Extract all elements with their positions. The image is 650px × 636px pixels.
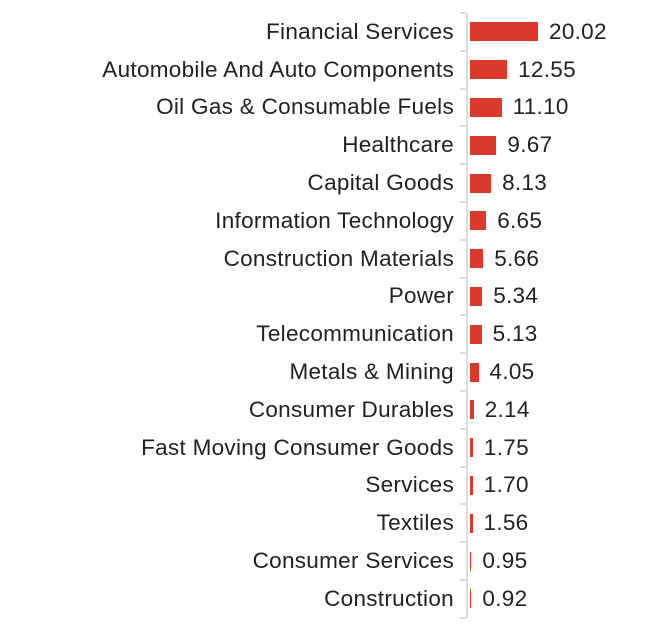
bar-row: Information Technology 6.65	[0, 200, 650, 240]
category-label: Textiles	[376, 510, 454, 536]
plot-area: 12.55	[460, 49, 650, 89]
value-label: 1.56	[483, 510, 529, 536]
category-label: Construction	[324, 585, 454, 611]
bar	[470, 362, 479, 382]
plot-area: 5.34	[460, 276, 650, 316]
bar	[470, 551, 472, 571]
value-label: 2.14	[484, 396, 530, 422]
category-label: Power	[388, 283, 454, 309]
value-label: 5.66	[494, 245, 540, 271]
plot-area: 4.05	[460, 352, 650, 391]
plot-area: 8.13	[460, 163, 650, 202]
bar-row: Construction Materials 5.66	[0, 238, 650, 278]
value-label: 11.10	[512, 94, 569, 120]
value-label: 5.34	[493, 283, 539, 309]
bar	[470, 400, 474, 420]
category-label: Consumer Durables	[248, 396, 454, 422]
category-label: Telecommunication	[256, 321, 454, 347]
category-label: Metals & Mining	[289, 359, 454, 385]
bar	[470, 589, 472, 609]
value-label: 8.13	[502, 170, 548, 196]
value-label: 5.13	[492, 321, 538, 347]
category-label: Healthcare	[342, 132, 454, 158]
bar	[470, 173, 492, 193]
plot-area: 0.95	[460, 541, 650, 580]
plot-area: 0.92	[460, 578, 650, 619]
bar-row: Financial Services 20.02	[0, 12, 650, 51]
bar-row: Fast Moving Consumer Goods 1.75	[0, 427, 650, 467]
category-label: Consumer Services	[252, 548, 454, 574]
category-label: Automobile And Auto Components	[102, 56, 454, 82]
value-label: 20.02	[549, 18, 607, 44]
value-label: 9.67	[507, 132, 553, 158]
bar	[470, 513, 473, 533]
category-label: Financial Services	[266, 18, 454, 44]
bar-row: Oil Gas & Consumable Fuels 11.10	[0, 87, 650, 127]
bar	[470, 286, 483, 306]
bar	[470, 475, 473, 495]
bar	[470, 97, 502, 117]
bar-row: Power 5.34	[0, 276, 650, 316]
plot-area: 1.75	[460, 427, 650, 467]
bar-row: Healthcare 9.67	[0, 125, 650, 165]
bar-row: Automobile And Auto Components 12.55	[0, 49, 650, 89]
bar-row: Metals & Mining 4.05	[0, 352, 650, 391]
category-label: Oil Gas & Consumable Fuels	[156, 94, 454, 120]
category-label: Fast Moving Consumer Goods	[141, 434, 454, 460]
value-label: 12.55	[518, 56, 576, 82]
plot-area: 11.10	[460, 87, 650, 127]
category-label: Construction Materials	[223, 245, 454, 271]
value-label: 0.95	[482, 548, 528, 574]
bar-row: Capital Goods 8.13	[0, 163, 650, 202]
bar	[470, 22, 538, 42]
bar	[470, 438, 473, 458]
category-label: Information Technology	[215, 207, 454, 233]
bar-row: Textiles 1.56	[0, 503, 650, 543]
value-label: 4.05	[489, 359, 535, 385]
category-label: Capital Goods	[307, 170, 454, 196]
bar	[470, 324, 482, 344]
plot-area: 9.67	[460, 125, 650, 165]
plot-area: 1.70	[460, 465, 650, 505]
bar-row: Consumer Durables 2.14	[0, 389, 650, 429]
bar-row: Construction 0.92	[0, 578, 650, 619]
value-label: 0.92	[482, 585, 528, 611]
value-label: 6.65	[497, 207, 543, 233]
bar-row: Telecommunication 5.13	[0, 314, 650, 354]
plot-area: 5.13	[460, 314, 650, 354]
bar-row: Consumer Services 0.95	[0, 541, 650, 580]
plot-area: 6.65	[460, 200, 650, 240]
bar-row: Services 1.70	[0, 465, 650, 505]
bar	[470, 135, 497, 155]
bar	[470, 211, 487, 231]
plot-area: 20.02	[460, 12, 650, 51]
value-label: 1.75	[483, 434, 529, 460]
bar	[470, 249, 484, 269]
value-label: 1.70	[483, 472, 529, 498]
category-label: Services	[365, 472, 454, 498]
bar	[470, 60, 508, 80]
plot-area: 2.14	[460, 389, 650, 429]
plot-area: 1.56	[460, 503, 650, 543]
plot-area: 5.66	[460, 238, 650, 278]
